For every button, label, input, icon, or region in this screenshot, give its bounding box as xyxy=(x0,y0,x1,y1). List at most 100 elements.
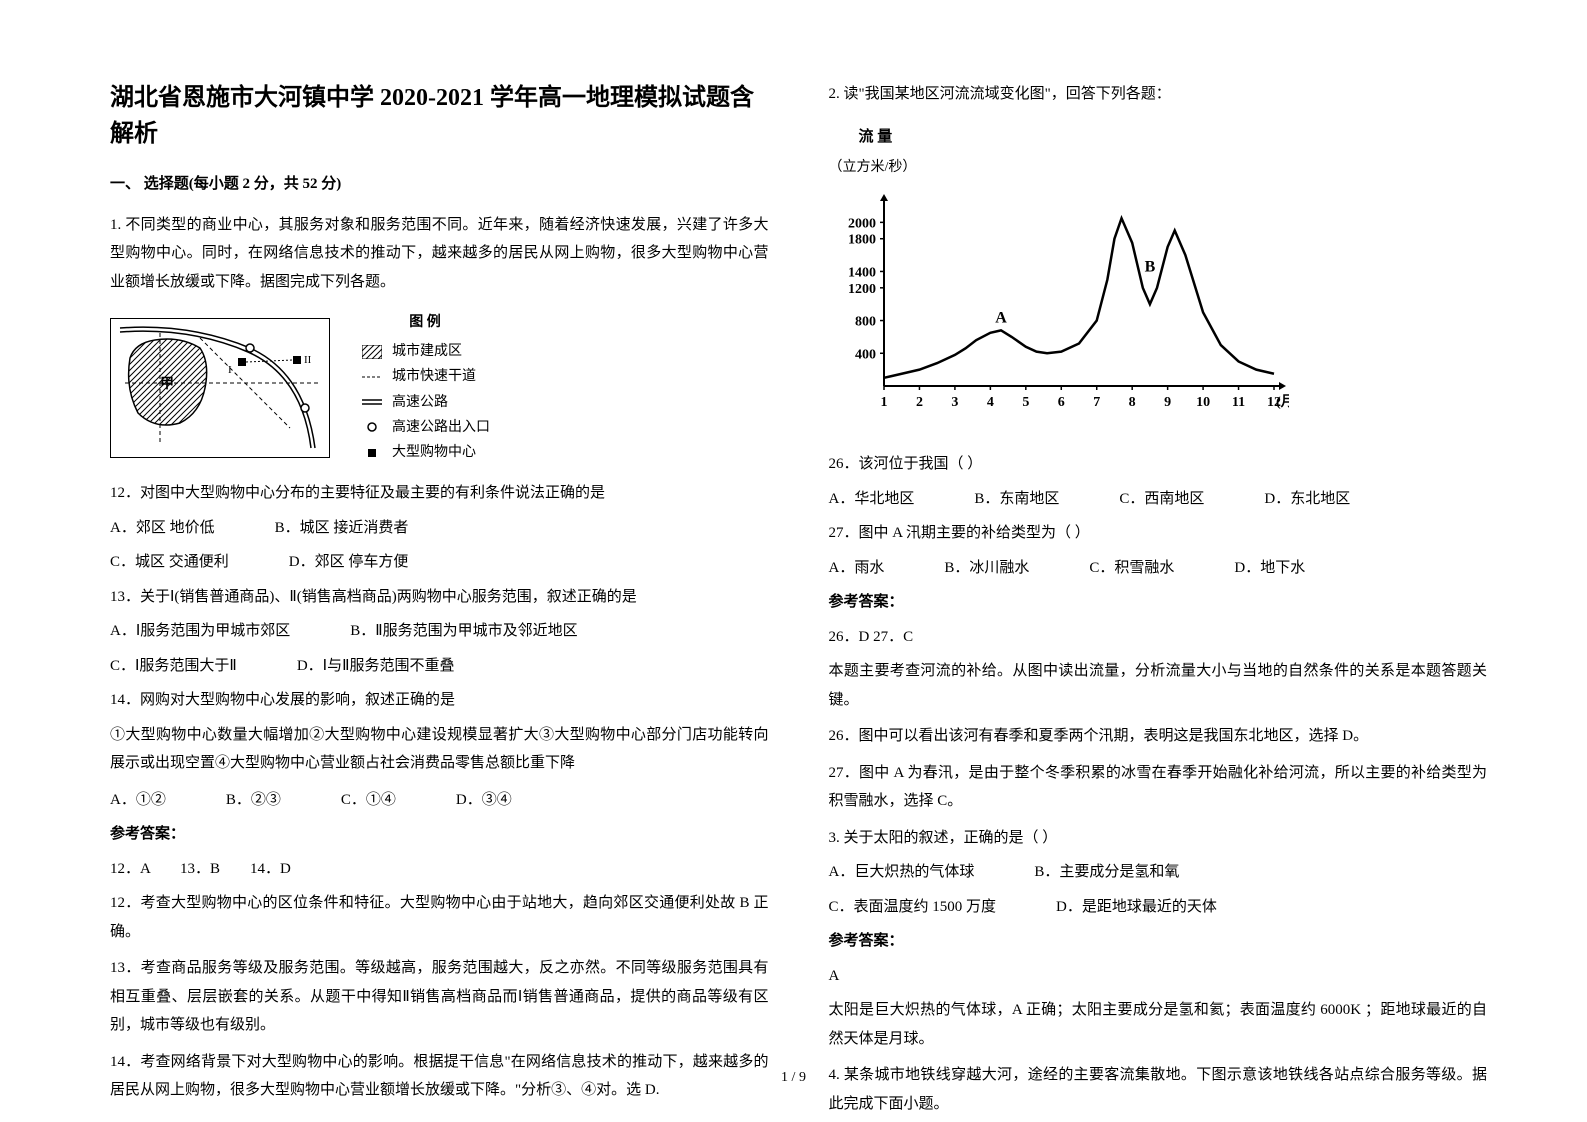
svg-text:1800: 1800 xyxy=(848,232,876,247)
svg-text:7: 7 xyxy=(1093,395,1100,410)
q1-answer-heading: 参考答案： xyxy=(110,820,769,849)
svg-text:4: 4 xyxy=(986,395,993,410)
q1-12-a: A．郊区 地价低 xyxy=(110,514,215,543)
svg-text:5: 5 xyxy=(1022,395,1029,410)
q3-a: A．巨大炽热的气体球 xyxy=(829,858,975,887)
legend-hatch-icon xyxy=(360,345,384,359)
q1-12-b: B．城区 接近消费者 xyxy=(275,514,409,543)
q1-sub12-opts-row2: C．城区 交通便利 D．郊区 停车方便 xyxy=(110,548,769,577)
svg-text:1: 1 xyxy=(880,395,887,410)
page-title: 湖北省恩施市大河镇中学 2020-2021 学年高一地理模拟试题含解析 xyxy=(110,80,769,152)
q1-expl14: 14．考查网络背景下对大型购物中心的影响。根据提干信息"在网络信息技术的推动下，… xyxy=(110,1048,769,1105)
q2-26-c: C．西南地区 xyxy=(1119,485,1204,514)
q1-intro: 1. 不同类型的商业中心，其服务对象和服务范围不同。近年来，随着经济快速发展，兴… xyxy=(110,211,769,297)
q2-26-b: B．东南地区 xyxy=(974,485,1059,514)
svg-text:3: 3 xyxy=(951,395,958,410)
q2-intro: 2. 读"我国某地区河流流域变化图"，回答下列各题： xyxy=(829,80,1488,109)
q3-opts-row2: C．表面温度约 1500 万度 D．是距地球最近的天体 xyxy=(829,893,1488,922)
svg-text:400: 400 xyxy=(855,347,876,362)
q1-expl12: 12．考查大型购物中心的区位条件和特征。大型购物中心由于站地大，趋向郊区交通便利… xyxy=(110,889,769,946)
q3-expl: 太阳是巨大炽热的气体球，A 正确；太阳主要成分是氢和氦；表面温度约 6000K … xyxy=(829,996,1488,1053)
svg-text:800: 800 xyxy=(855,314,876,329)
q2-sub27-opts: A．雨水 B．冰川融水 C．积雪融水 D．地下水 xyxy=(829,554,1488,583)
q1-sub13-opts-row2: C．Ⅰ服务范围大于Ⅱ D．Ⅰ与Ⅱ服务范围不重叠 xyxy=(110,652,769,681)
svg-text:B: B xyxy=(1144,258,1155,275)
svg-text:9: 9 xyxy=(1164,395,1171,410)
q1-14-d: D．③④ xyxy=(456,786,512,815)
svg-text:2000: 2000 xyxy=(848,216,876,231)
q1-13-d: D．Ⅰ与Ⅱ服务范围不重叠 xyxy=(297,652,455,681)
legend-square-icon xyxy=(360,447,384,459)
legend-item4: 高速公路出入口 xyxy=(392,415,490,440)
q1-figure: 甲 I II 图 例 xyxy=(110,310,769,465)
legend-item1: 城市建成区 xyxy=(392,339,462,364)
legend-item2: 城市快速干道 xyxy=(392,364,476,389)
legend-item3: 高速公路 xyxy=(392,390,448,415)
q2-expl27: 27．图中 A 为春汛，是由于整个冬季积累的冰雪在春季开始融化补给河流，所以主要… xyxy=(829,759,1488,816)
q3-b: B．主要成分是氢和氧 xyxy=(1034,858,1179,887)
chart-ylabel1: 流 量 xyxy=(859,123,1488,152)
q1-answer-line: 12．A 13．B 14．D xyxy=(110,855,769,884)
q1-13-a: A．Ⅰ服务范围为甲城市郊区 xyxy=(110,617,290,646)
q1-sub13: 13．关于Ⅰ(销售普通商品)、Ⅱ(销售高档商品)两购物中心服务范围，叙述正确的是 xyxy=(110,583,769,612)
q1-sub14-opts: A．①② B．②③ C．①④ D．③④ xyxy=(110,786,769,815)
q2-answer-heading: 参考答案： xyxy=(829,588,1488,617)
right-column: 2. 读"我国某地区河流流域变化图"，回答下列各题： 流 量 （立方米/秒） 4… xyxy=(829,80,1488,1082)
q3-d: D．是距地球最近的天体 xyxy=(1056,893,1217,922)
q3-answer-line: A xyxy=(829,962,1488,991)
q1-sub13-opts-row1: A．Ⅰ服务范围为甲城市郊区 B．Ⅱ服务范围为甲城市及邻近地区 xyxy=(110,617,769,646)
q2-26-d: D．东北地区 xyxy=(1264,485,1350,514)
q2-chart: 流 量 （立方米/秒） 400 800 12001400 18002000 1 2 3 4 5 6… xyxy=(829,123,1488,437)
q2-expl-intro: 本题主要考查河流的补给。从图中读出流量，分析流量大小与当地的自然条件的关系是本题… xyxy=(829,657,1488,714)
q1-expl13: 13．考查商品服务等级及服务范围。等级越高，服务范围越大，反之亦然。不同等级服务… xyxy=(110,954,769,1040)
q3-intro: 3. 关于太阳的叙述，正确的是（ ） xyxy=(829,824,1488,853)
svg-text:6: 6 xyxy=(1057,395,1064,410)
q2-27-b: B．冰川融水 xyxy=(944,554,1029,583)
q2-answer-line: 26．D 27．C xyxy=(829,623,1488,652)
svg-text:(月): (月) xyxy=(1276,394,1289,410)
q1-sub12-opts-row1: A．郊区 地价低 B．城区 接近消费者 xyxy=(110,514,769,543)
q3-c: C．表面温度约 1500 万度 xyxy=(829,893,997,922)
legend-dashed-icon xyxy=(360,374,384,380)
q2-sub26: 26．该河位于我国（ ） xyxy=(829,450,1488,479)
svg-text:1200: 1200 xyxy=(848,281,876,296)
legend-item5: 大型购物中心 xyxy=(392,440,476,465)
chart-ylabel2: （立方米/秒） xyxy=(829,155,1488,182)
legend-circle-icon xyxy=(360,421,384,433)
q1-13-b: B．Ⅱ服务范围为甲城市及邻近地区 xyxy=(350,617,577,646)
legend-double-icon xyxy=(360,398,384,406)
q2-expl26: 26．图中可以看出该河有春季和夏季两个汛期，表明这是我国东北地区，选择 D。 xyxy=(829,722,1488,751)
svg-text:2: 2 xyxy=(915,395,922,410)
legend-title: 图 例 xyxy=(360,310,490,335)
q2-sub27: 27．图中 A 汛期主要的补给类型为（ ） xyxy=(829,519,1488,548)
q1-12-d: D．郊区 停车方便 xyxy=(289,548,409,577)
q2-26-a: A．华北地区 xyxy=(829,485,915,514)
q1-sub14: 14．网购对大型购物中心发展的影响，叙述正确的是 xyxy=(110,686,769,715)
q1-14-a: A．①② xyxy=(110,786,166,815)
map-label-jia: 甲 xyxy=(160,376,174,392)
q1-legend: 图 例 城市建成区 城市快速干道 高速公 xyxy=(360,310,490,465)
svg-text:11: 11 xyxy=(1231,395,1244,410)
q2-sub26-opts: A．华北地区 B．东南地区 C．西南地区 D．东北地区 xyxy=(829,485,1488,514)
svg-text:A: A xyxy=(995,309,1007,326)
left-column: 湖北省恩施市大河镇中学 2020-2021 学年高一地理模拟试题含解析 一、 选… xyxy=(110,80,769,1082)
q1-12-c: C．城区 交通便利 xyxy=(110,548,229,577)
q4-intro: 4. 某条城市地铁线穿越大河，途经的主要客流集散地。下图示意该地铁线各站点综合服… xyxy=(829,1061,1488,1118)
q1-14-b: B．②③ xyxy=(226,786,281,815)
section-heading: 一、 选择题(每小题 2 分，共 52 分) xyxy=(110,170,769,199)
page-footer: 1 / 9 xyxy=(781,1065,806,1092)
q1-sub12: 12．对图中大型购物中心分布的主要特征及最主要的有利条件说法正确的是 xyxy=(110,479,769,508)
q3-answer-heading: 参考答案： xyxy=(829,927,1488,956)
map-label-ii: II xyxy=(304,354,312,366)
q3-opts-row1: A．巨大炽热的气体球 B．主要成分是氢和氧 xyxy=(829,858,1488,887)
q2-27-c: C．积雪融水 xyxy=(1089,554,1174,583)
q1-map-svg: 甲 I II xyxy=(110,318,330,458)
svg-text:8: 8 xyxy=(1128,395,1135,410)
svg-text:1400: 1400 xyxy=(848,265,876,280)
q2-27-a: A．雨水 xyxy=(829,554,885,583)
q2-27-d: D．地下水 xyxy=(1234,554,1305,583)
svg-text:10: 10 xyxy=(1196,395,1210,410)
q1-14-c: C．①④ xyxy=(341,786,396,815)
q1-13-c: C．Ⅰ服务范围大于Ⅱ xyxy=(110,652,237,681)
map-label-i: I xyxy=(228,364,232,376)
